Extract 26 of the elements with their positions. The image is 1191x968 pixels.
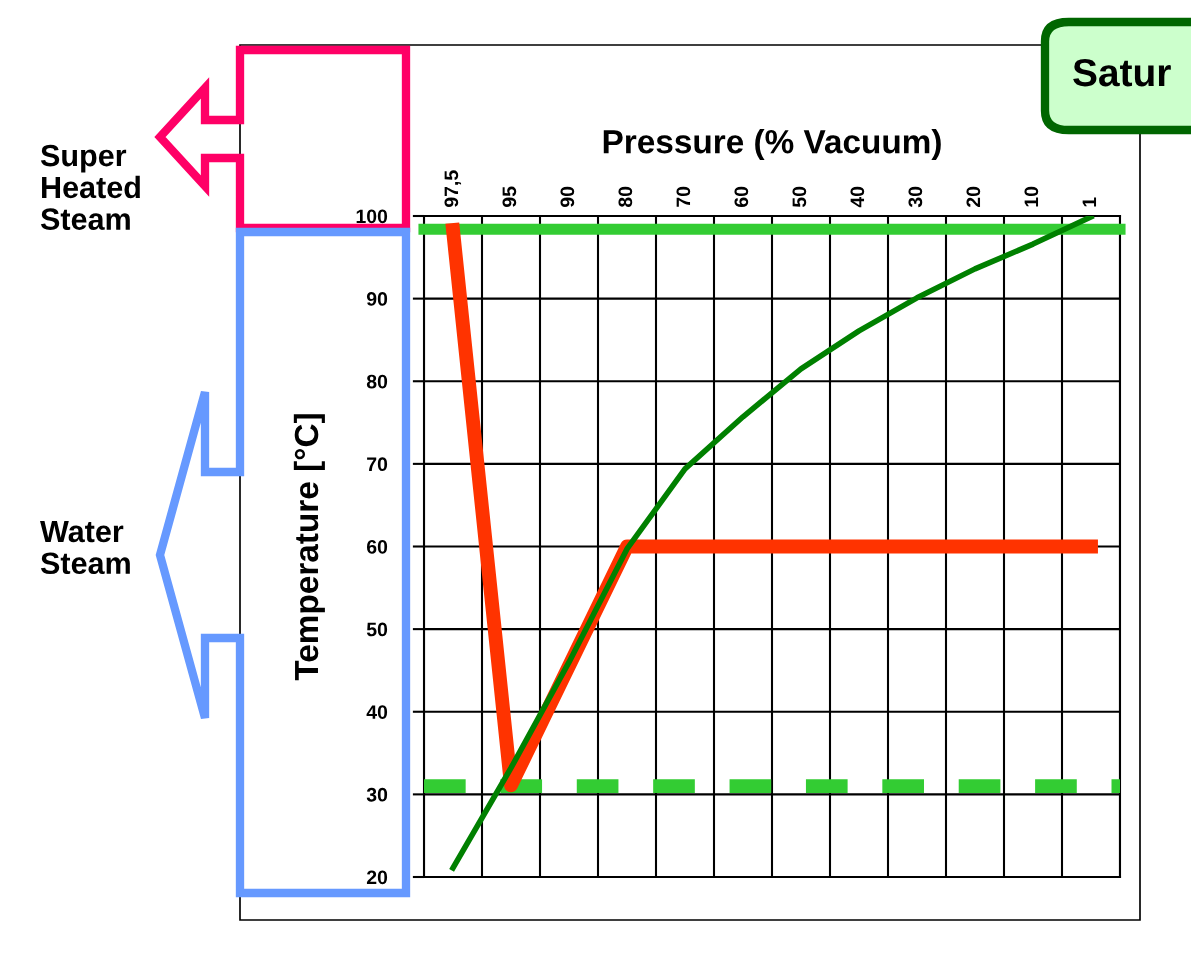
y-tick-label: 60 (366, 539, 388, 554)
text: Water Steam (40, 520, 130, 575)
y-tick-label: 20 (366, 870, 388, 885)
x-tick-label: 70 (676, 186, 691, 207)
x-axis-title: Pressure (% Vacuum) (603, 129, 941, 161)
x-tick-label: 90 (560, 186, 575, 207)
y-tick-label: 100 (356, 209, 388, 224)
x-tick-label: 1 (1082, 197, 1097, 207)
chart-title: Satur (1073, 58, 1171, 87)
y-tick-label: 80 (366, 374, 388, 389)
x-tick-label: 95 (502, 186, 517, 207)
x-tick-label: 40 (850, 186, 865, 208)
y-axis-title: Temperature [°C] (293, 414, 325, 681)
x-tick-label: 80 (618, 186, 633, 208)
x-tick-label: 20 (966, 186, 981, 207)
x-tick-label: 30 (908, 186, 923, 208)
x-tick-label: 97,5 (444, 170, 462, 207)
x-tick-label: 50 (792, 186, 807, 208)
y-tick-label: 70 (367, 457, 388, 472)
text: Super Heated Steam (40, 144, 140, 231)
y-tick-label: 90 (366, 292, 388, 306)
x-tick-label: 60 (734, 186, 749, 207)
y-tick-label: 30 (366, 787, 388, 802)
y-tick-label: 40 (366, 705, 388, 719)
y-tick-label: 50 (366, 622, 388, 637)
x-tick-label: 10 (1024, 186, 1039, 207)
